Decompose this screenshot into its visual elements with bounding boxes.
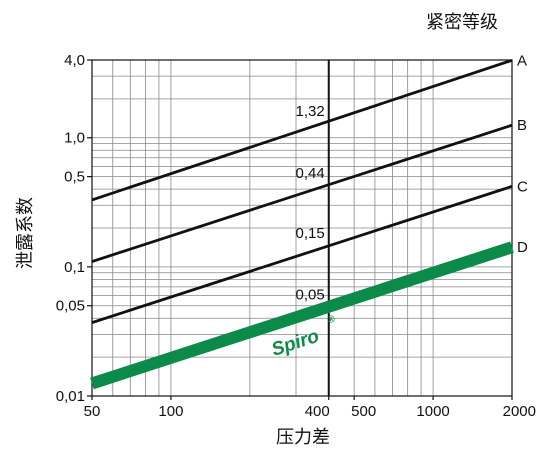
x-tick-label: 400 bbox=[305, 403, 330, 420]
y-tick-label: 0,1 bbox=[64, 259, 85, 276]
value-label-d: 0,05 bbox=[296, 287, 325, 304]
y-axis-label: 泄露系数 bbox=[15, 197, 36, 269]
x-tick-label: 1000 bbox=[416, 403, 449, 420]
axes: 0,01 0,05 0,1 0,5 1,0 4,0 50 100 400 500 1000 2000 bbox=[56, 52, 536, 420]
value-label-a: 1,32 bbox=[296, 103, 325, 120]
x-tick-label: 100 bbox=[158, 403, 183, 420]
series-name-b: B bbox=[517, 117, 527, 134]
x-tick-label: 500 bbox=[351, 403, 376, 420]
y-tick-label: 4,0 bbox=[64, 52, 85, 69]
series-line-d bbox=[90, 241, 514, 390]
series-line-a bbox=[91, 58, 513, 202]
registered-mark: ® bbox=[326, 313, 337, 326]
plot-frame bbox=[91, 59, 513, 397]
y-tick-label: 0,01 bbox=[56, 388, 85, 405]
legend-title: 紧密等级 bbox=[426, 12, 498, 33]
x-tick-label: 2000 bbox=[503, 403, 536, 420]
x-axis-label: 压力差 bbox=[276, 427, 330, 448]
value-label-b: 0,44 bbox=[296, 165, 325, 182]
brand-label: Spiro bbox=[269, 326, 322, 361]
series-line-c bbox=[91, 185, 513, 324]
y-tick-label: 0,5 bbox=[64, 169, 85, 186]
series-name-a: A bbox=[517, 52, 527, 69]
value-label-c: 0,15 bbox=[296, 225, 325, 242]
y-tick-label: 0,05 bbox=[56, 298, 85, 315]
series-group bbox=[90, 58, 514, 390]
y-tick-label: 1,0 bbox=[64, 130, 85, 147]
series-line-b bbox=[91, 123, 513, 263]
series-name-c: C bbox=[517, 178, 528, 195]
x-tick-label: 50 bbox=[84, 403, 101, 420]
series-name-d: D bbox=[517, 239, 528, 256]
